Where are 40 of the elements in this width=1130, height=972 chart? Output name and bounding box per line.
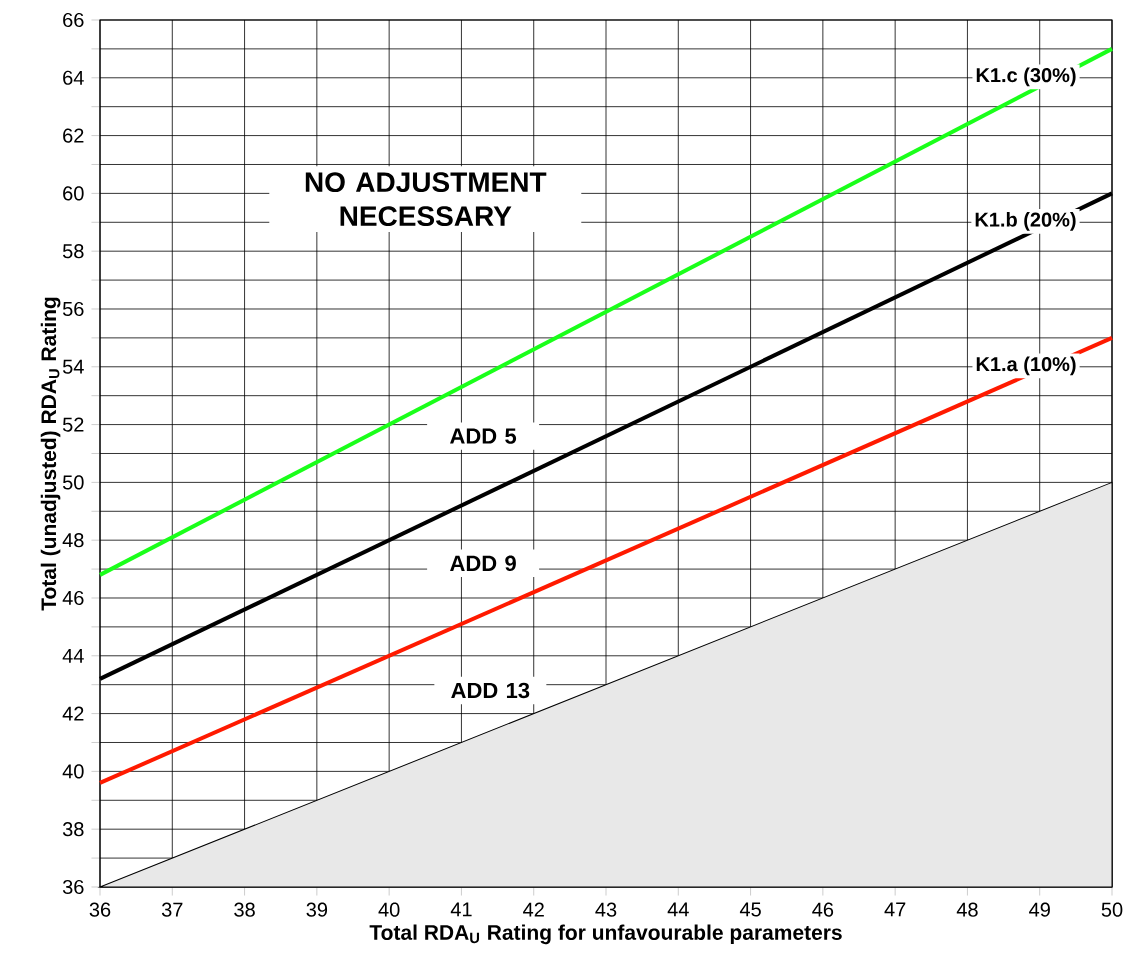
series-label: K1.b (20%) (975, 212, 1076, 231)
x-tick-label: 45 (739, 902, 761, 917)
x-tick-label: 42 (523, 902, 544, 917)
x-tick-label: 38 (234, 902, 255, 917)
x-tick-label: 50 (1101, 902, 1123, 917)
x-tick-label: 44 (667, 902, 689, 917)
x-tick-label: 48 (956, 902, 978, 917)
y-tick-label: 60 (63, 186, 84, 201)
y-tick-label: 64 (63, 70, 84, 85)
annotation: ADD 5 (450, 428, 517, 444)
annotation: ADD 9 (450, 555, 516, 572)
x-tick-label: 37 (161, 902, 183, 917)
x-tick-label: 43 (595, 902, 617, 917)
y-tick-label: 52 (62, 417, 84, 432)
y-tick-label: 48 (62, 533, 84, 548)
y-tick-label: 58 (62, 244, 84, 259)
y-tick-label: 62 (63, 128, 84, 143)
y-tick-label: 36 (62, 879, 84, 895)
y-tick-label: 56 (62, 301, 84, 317)
y-tick-label: 42 (62, 706, 84, 721)
x-tick-label: 40 (378, 902, 400, 917)
x-tick-label: 36 (89, 902, 111, 917)
x-tick-label: 47 (884, 902, 906, 917)
x-tick-label: 41 (450, 902, 472, 917)
x-tick-label: 46 (812, 902, 834, 917)
y-tick-label: 50 (62, 475, 84, 490)
y-tick-label: 40 (62, 764, 84, 779)
x-axis-title: Total RDA$_{U}$ Rating for unfavourable parameters (369, 924, 842, 945)
y-axis-title: Total (unadjusted) RDA$_{U}$ Rating (40, 297, 61, 611)
y-tick-label: 54 (62, 359, 84, 374)
annotation: ADD 13 (451, 682, 530, 699)
x-tick-label: 49 (1029, 902, 1050, 917)
y-tick-label: 46 (62, 590, 84, 606)
y-tick-label: 38 (62, 822, 84, 837)
y-tick-label: 66 (63, 12, 84, 28)
annotation: NO ADJUSTMENT NECESSARY (305, 172, 547, 227)
series-label: K1.a (10%) (976, 356, 1076, 376)
x-tick-label: 39 (306, 902, 328, 917)
y-tick-label: 44 (62, 648, 84, 663)
series-label: K1.c (30%) (976, 67, 1076, 87)
